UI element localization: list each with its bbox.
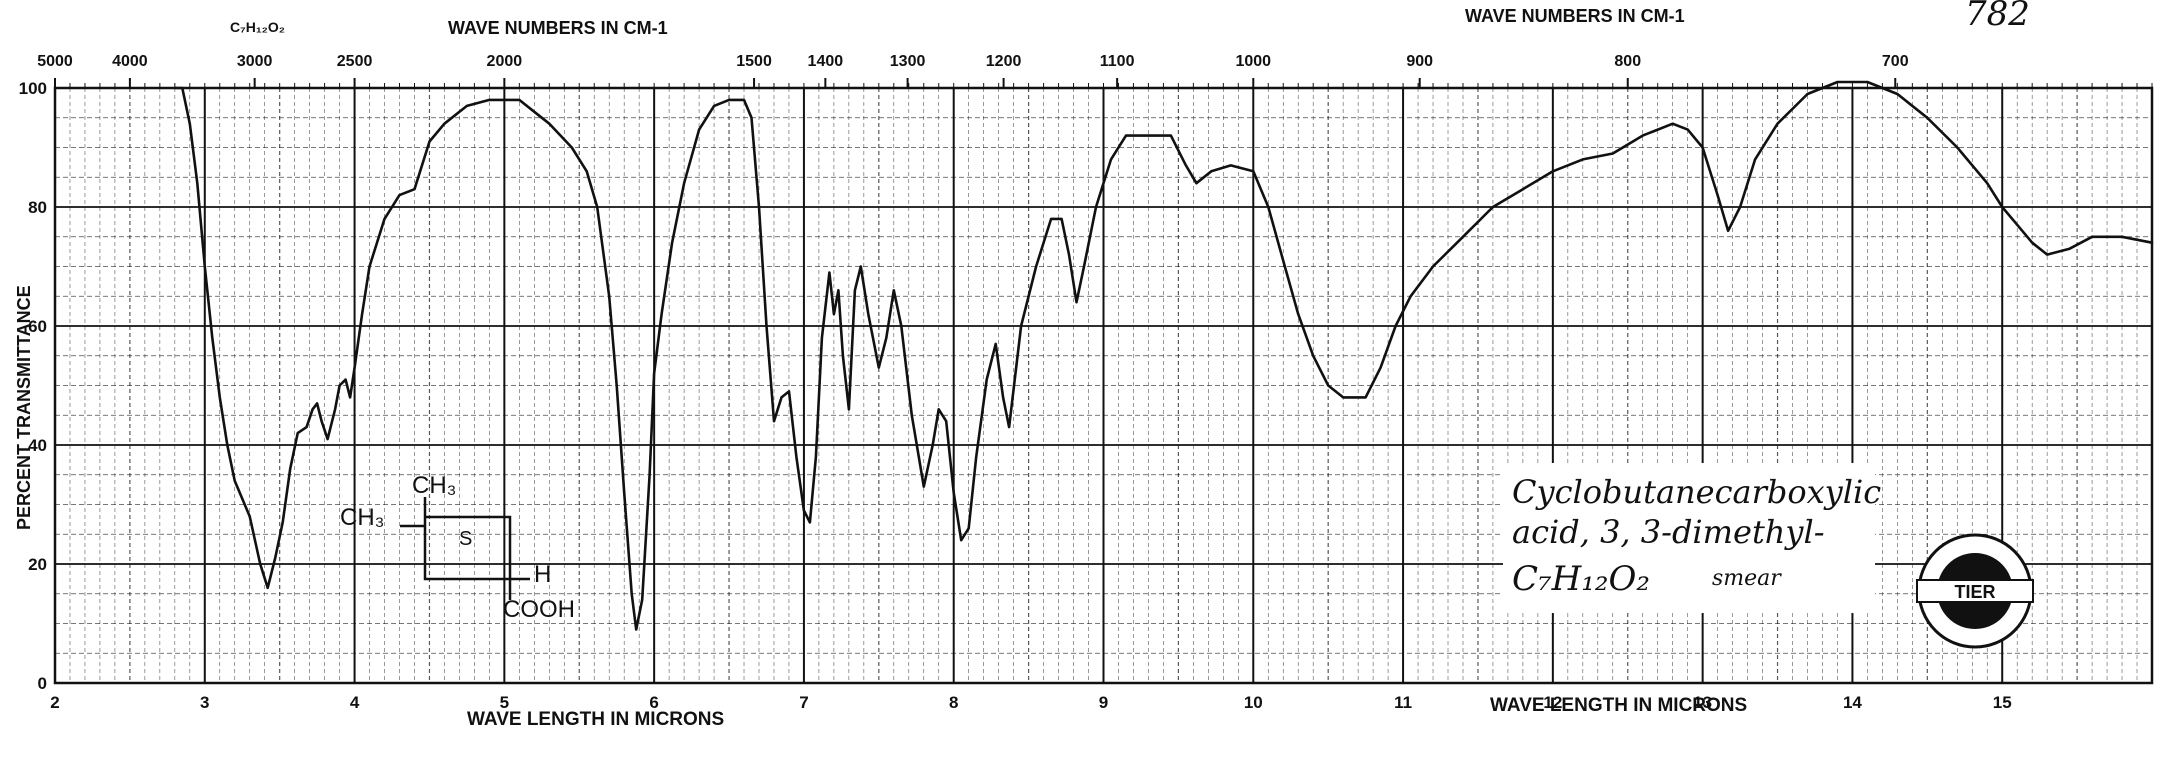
x-tick-label: 9 [1099, 693, 1108, 712]
top-tick-label: 3000 [237, 53, 273, 70]
x-tick-label: 11 [1394, 693, 1412, 712]
top-tick-label: 4000 [112, 53, 148, 70]
x-tick-label: 2 [50, 693, 59, 712]
y-tick-label: 100 [19, 79, 47, 98]
y-tick-label: 20 [28, 555, 47, 574]
top-axis-label-left: WAVE NUMBERS IN CM-1 [448, 18, 668, 38]
structure-methyl-top: CH₃ [412, 472, 456, 499]
x-tick-label: 7 [799, 693, 808, 712]
top-tick-label: 5000 [37, 53, 73, 70]
y-axis-label: PERCENT TRANSMITTANCE [14, 285, 34, 530]
structure-carboxyl: COOH [503, 596, 575, 623]
x-tick-label: 14 [1843, 693, 1862, 712]
compound-name-line2: acid, 3, 3-dimethyl- [1512, 513, 1825, 551]
compound-name-line1: Cyclobutanecarboxylic [1512, 473, 1881, 511]
top-tick-label: 1200 [986, 53, 1022, 70]
axis-layer: 2 3 4 5 6 7 8 9 10 11 12 13 14 15 0 20 40 60 80 100 5000 4000… [19, 53, 2153, 712]
sample-prep-label: smear [1712, 566, 1782, 591]
top-tick-label: 1400 [808, 53, 844, 70]
top-tick-label: 1500 [736, 53, 772, 70]
label-layer: Cyclobutanecarboxylic acid, 3, 3-dimethy… [14, 0, 2034, 730]
x-tick-label: 3 [200, 693, 209, 712]
x-tick-label: 13 [1693, 693, 1712, 712]
series-layer [173, 80, 2154, 631]
spectrum-series-line [173, 80, 2154, 631]
x-axis-label-left: WAVE LENGTH IN MICRONS [467, 709, 724, 730]
top-tick-label: 700 [1882, 53, 1909, 70]
structure-methyl-left: CH₃ [340, 504, 384, 531]
structure-diagram: CH₃ CH₃ S H COOH [340, 472, 575, 623]
x-tick-label: 8 [949, 693, 958, 712]
structure-ring-label: S [459, 528, 472, 550]
lab-logo: TIER [1916, 533, 2034, 649]
catalog-number: 782 [1965, 0, 2030, 34]
compound-label-box [1503, 463, 1875, 613]
top-tick-label: 900 [1406, 53, 1433, 70]
x-tick-label: 15 [1993, 693, 2012, 712]
x-tick-label: 12 [1543, 693, 1562, 712]
top-tick-label: 1300 [890, 53, 926, 70]
top-tick-label: 800 [1614, 53, 1641, 70]
x-tick-label: 6 [649, 693, 658, 712]
x-axis-label-right: WAVE LENGTH IN MICRONS [1490, 695, 1747, 716]
y-tick-label: 80 [28, 198, 47, 217]
y-tick-label: 60 [28, 317, 47, 336]
top-tick-label: 1100 [1100, 53, 1135, 70]
y-tick-label: 40 [28, 436, 47, 455]
structure-hydrogen: H [534, 561, 551, 588]
x-tick-label: 5 [500, 693, 509, 712]
x-tick-label: 10 [1244, 693, 1263, 712]
logo-text: TIER [1954, 582, 1995, 602]
y-tick-label: 0 [38, 674, 47, 693]
top-tick-label: 1000 [1235, 53, 1271, 70]
top-tick-label: 2500 [337, 53, 373, 70]
top-axis-label-right: WAVE NUMBERS IN CM-1 [1465, 6, 1685, 26]
top-tick-label: 2000 [487, 53, 523, 70]
x-tick-label: 4 [350, 693, 360, 712]
sample-formula-header: C₇H₁₂O₂ [230, 19, 285, 35]
compound-formula: C₇H₁₂O₂ [1512, 559, 1650, 599]
